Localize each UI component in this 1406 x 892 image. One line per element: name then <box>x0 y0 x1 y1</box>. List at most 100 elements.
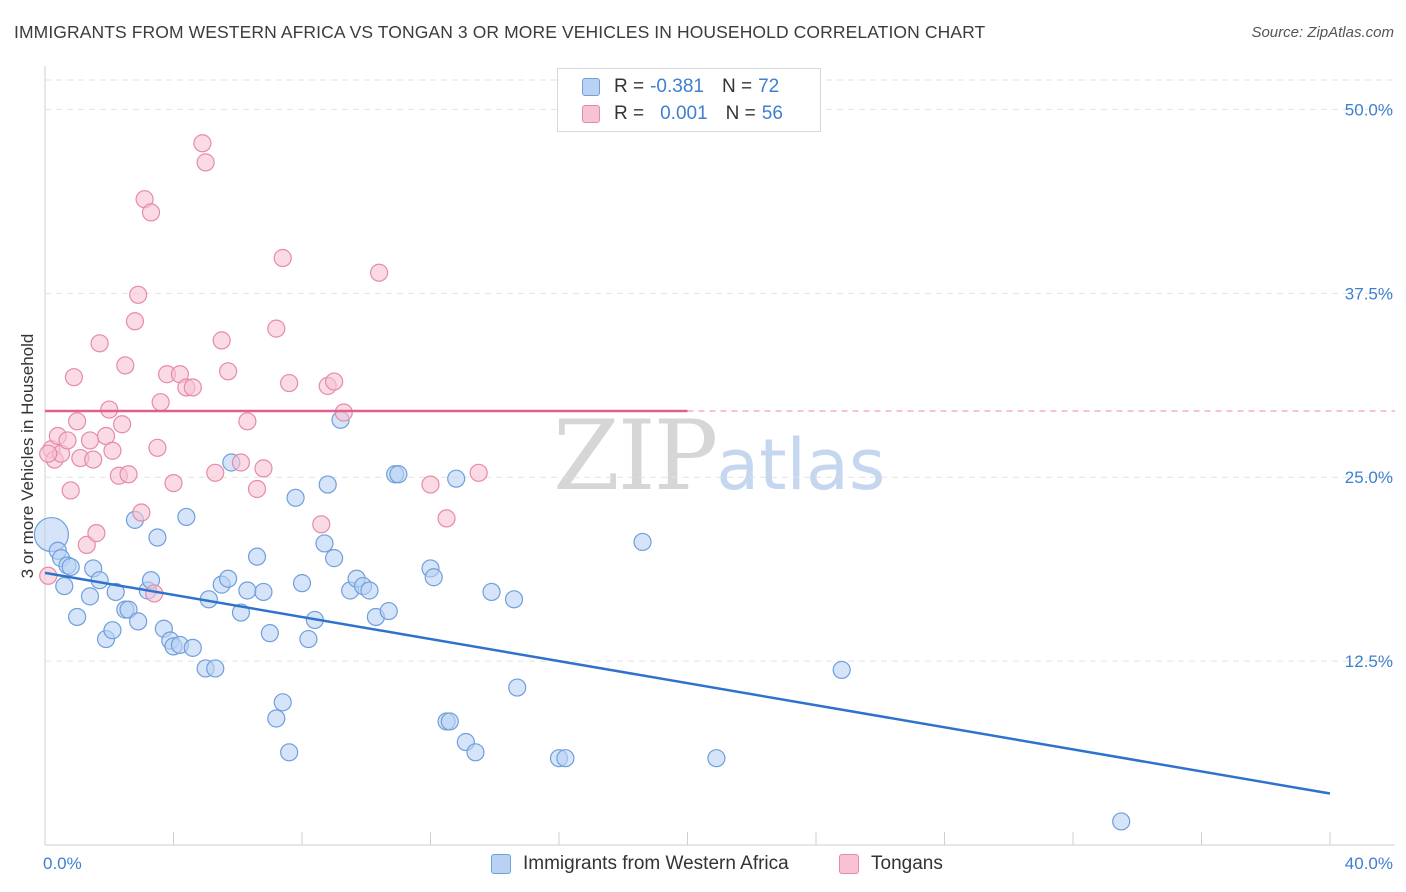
western-africa-point <box>379 601 398 621</box>
tongans-point <box>116 356 135 375</box>
series-legend-tongans: Tongans <box>839 852 943 876</box>
series-swatch-pink <box>839 854 859 874</box>
western-africa-point <box>267 709 286 728</box>
tongans-point <box>206 463 225 482</box>
series-name-western-africa: Immigrants from Western Africa <box>523 853 789 874</box>
western-africa-point <box>325 549 344 568</box>
tongans-point <box>87 524 106 543</box>
tongans-point <box>370 263 389 282</box>
x-tick-label: 40.0% <box>1345 854 1393 873</box>
western-africa-point <box>183 638 202 657</box>
tongans-point <box>77 535 96 554</box>
legend-r-value: -0.381 <box>650 76 704 97</box>
legend-r-label: R = <box>614 103 645 124</box>
tongans-point <box>437 509 456 528</box>
western-africa-point <box>55 576 74 596</box>
tongans-point <box>141 203 161 222</box>
western-africa-point <box>177 507 196 527</box>
legend-row-tongans: R = 0.001 N = 56 <box>582 101 783 127</box>
legend-n-value: 72 <box>758 76 780 97</box>
tongans-point <box>193 134 212 153</box>
tongans-point <box>212 331 231 350</box>
series-swatch-blue <box>491 854 511 874</box>
tongans-point <box>273 248 292 268</box>
western-africa-trendline <box>44 571 1331 795</box>
tongans-point <box>247 479 267 499</box>
tongans-point <box>58 431 77 450</box>
western-africa-point <box>360 581 379 600</box>
legend-n-value: 56 <box>761 103 783 124</box>
western-africa-point <box>238 581 257 600</box>
tongans-point <box>183 378 202 397</box>
legend-n-label: N = <box>721 76 753 97</box>
western-africa-point <box>280 743 299 762</box>
tongans-point <box>469 463 488 482</box>
y-tick-label: 12.5% <box>1345 652 1393 671</box>
tongans-point <box>334 403 353 422</box>
tongans-point <box>267 319 286 338</box>
tongans-point <box>325 372 344 391</box>
legend-r-label: R = <box>614 76 645 97</box>
western-africa-point <box>315 534 334 553</box>
tongans-point <box>231 453 251 472</box>
tongans-point <box>100 400 119 419</box>
western-africa-point <box>254 582 273 602</box>
western-africa-point <box>1112 812 1131 831</box>
western-africa-point <box>832 660 851 680</box>
y-tick-label: 25.0% <box>1345 468 1393 487</box>
tongans-point <box>80 431 100 450</box>
western-africa-point <box>707 749 726 768</box>
western-africa-point <box>482 582 501 602</box>
tongans-point <box>148 438 167 457</box>
western-africa-point <box>119 600 138 619</box>
tongans-point <box>68 412 87 431</box>
tongans-point <box>64 368 84 387</box>
western-africa-point <box>292 574 312 593</box>
western-africa-point <box>80 587 100 606</box>
tongans-point <box>254 459 273 478</box>
western-africa-point <box>318 475 337 494</box>
tongans-point <box>90 334 109 353</box>
x-tick-label: 0.0% <box>43 854 82 873</box>
western-africa-point <box>633 532 652 552</box>
tongans-point <box>129 285 148 304</box>
tongans-point <box>125 312 145 331</box>
western-africa-point <box>389 465 408 484</box>
western-africa-point <box>466 743 485 762</box>
tongans-point <box>151 393 170 412</box>
tongans-point <box>84 450 103 469</box>
tongans-point <box>164 473 183 493</box>
western-africa-point <box>508 678 527 697</box>
tongans-point <box>112 415 132 434</box>
tongans-point <box>39 566 58 585</box>
western-africa-point <box>206 659 225 678</box>
legend-n-label: N = <box>725 103 756 124</box>
series-legend-western-africa: Immigrants from Western Africa <box>491 852 789 876</box>
source-credit: Source: ZipAtlas.com <box>1251 24 1394 41</box>
western-africa-point <box>504 590 524 609</box>
watermark-zip: ZIP <box>553 400 718 512</box>
western-africa-point <box>61 557 80 577</box>
western-africa-point <box>103 621 122 640</box>
legend-r-value: 0.001 <box>660 103 708 124</box>
watermark: ZIPatlas <box>553 400 885 512</box>
tongans-point <box>421 475 440 494</box>
tongans-point <box>39 444 58 463</box>
tongans-point <box>103 441 122 460</box>
western-africa-point <box>556 749 575 768</box>
western-africa-point <box>148 528 167 547</box>
series-name-tongans: Tongans <box>871 853 943 874</box>
tongans-point <box>219 362 238 381</box>
tongans-point <box>119 465 138 484</box>
western-africa-point <box>247 547 267 566</box>
western-africa-point <box>447 469 466 488</box>
y-tick-label: 37.5% <box>1345 284 1393 303</box>
western-africa-point <box>299 629 318 649</box>
chart-title: IMMIGRANTS FROM WESTERN AFRICA VS TONGAN… <box>14 22 986 42</box>
legend-swatch-blue <box>582 78 600 96</box>
tongans-point <box>312 515 331 534</box>
western-africa-point <box>260 624 279 643</box>
watermark-atlas: atlas <box>716 424 886 506</box>
western-africa-point <box>129 612 148 631</box>
